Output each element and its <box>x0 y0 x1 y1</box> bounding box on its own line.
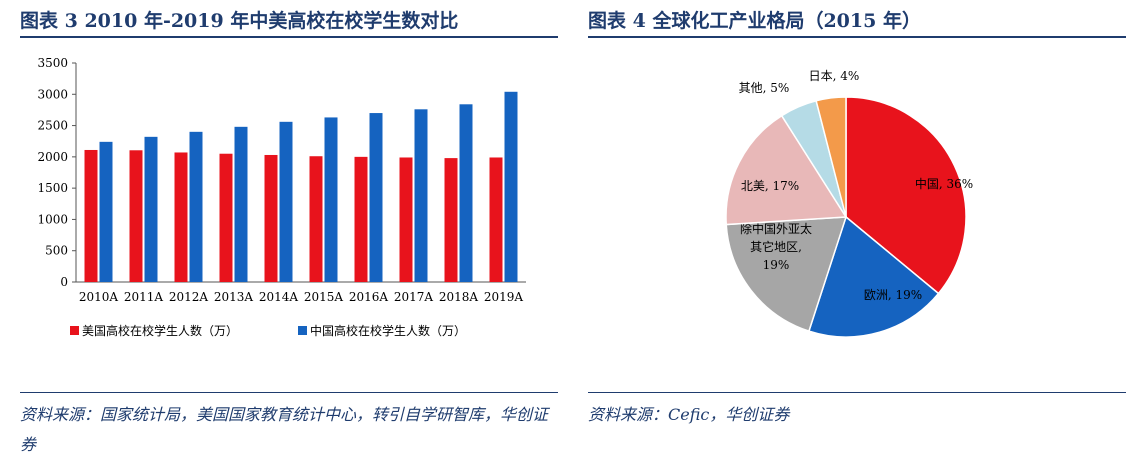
bar-us-2010A <box>84 149 98 282</box>
bar-china-2019A <box>504 91 518 282</box>
x-tick-label: 2011A <box>124 290 164 304</box>
legend-label-china: 中国高校在校学生人数（万） <box>310 323 466 338</box>
figure-4-source: 资料来源：Cefic，华创证券 <box>588 405 790 424</box>
x-tick-label: 2019A <box>484 290 524 304</box>
bar-us-2018A <box>444 158 458 282</box>
legend-swatch-china <box>298 326 307 335</box>
bar-china-2015A <box>324 117 338 283</box>
bar-china-2014A <box>279 121 293 283</box>
pie-label-5: 日本, 4% <box>809 69 860 83</box>
pie-slice-0 <box>845 96 967 295</box>
bar-china-2016A <box>369 113 383 282</box>
bar-us-2014A <box>264 154 278 282</box>
x-tick-label: 2016A <box>349 290 389 304</box>
bar-us-2011A <box>129 150 143 282</box>
figure-3-source-rule <box>20 392 558 393</box>
bar-us-2012A <box>174 152 188 282</box>
pie-label-3: 北美, 17% <box>741 179 799 193</box>
figure-3-title: 图表 3 2010 年-2019 年中美高校在校学生数对比 <box>20 10 459 32</box>
figure-4-title: 图表 4 全球化工产业格局（2015 年） <box>588 10 921 32</box>
y-tick-label: 0 <box>60 275 68 289</box>
pie-label-2: 除中国外亚太其它地区, 19% <box>740 221 812 272</box>
x-tick-label: 2018A <box>439 290 479 304</box>
bar-china-2010A <box>99 141 113 282</box>
pie-slice-5 <box>815 96 847 218</box>
y-tick-label: 1500 <box>37 181 68 195</box>
legend-swatch-us <box>70 326 79 335</box>
figure-3-source: 资料来源：国家统计局，美国国家教育统计中心，转引自学研智库，华创证券 <box>20 405 549 454</box>
x-tick-label: 2014A <box>259 290 299 304</box>
pie-label-1: 欧洲, 19% <box>864 288 922 302</box>
x-tick-label: 2012A <box>169 290 209 304</box>
figure-4-source-rule <box>588 392 1126 393</box>
pie-slice-3 <box>725 114 848 226</box>
x-tick-label: 2017A <box>394 290 434 304</box>
bar-us-2016A <box>354 156 368 282</box>
bar-china-2018A <box>459 104 473 282</box>
bar-us-2017A <box>399 157 413 282</box>
figure-4-panel: 图表 4 全球化工产业格局（2015 年） 中国, 36% 欧洲, 19% 除中国外… <box>588 0 1128 476</box>
y-tick-label: 3000 <box>37 87 68 101</box>
pie-chart: 中国, 36% 欧洲, 19% 除中国外亚太其它地区, 19% 北美, 17% 其他, 5… <box>725 69 973 338</box>
bar-china-2017A <box>414 109 428 282</box>
bar-china-2011A <box>144 136 158 282</box>
bar-china-2012A <box>189 131 203 282</box>
bar-chart: 0 500 1000 1500 2000 2500 3000 3500 2010A 2011A 20… <box>37 56 526 338</box>
pie-slice-2 <box>725 216 848 333</box>
y-tick-label: 2000 <box>37 150 68 164</box>
y-tick-label: 3500 <box>37 56 68 70</box>
figure-4-title-rule <box>588 36 1126 38</box>
figure-3-panel: 图表 3 2010 年-2019 年中美高校在校学生数对比 0 500 1000 15… <box>20 0 560 476</box>
pie-label-4: 其他, 5% <box>739 81 790 95</box>
y-tick-label: 500 <box>45 244 68 258</box>
pie-label-0: 中国, 36% <box>915 176 973 191</box>
bar-us-2015A <box>309 156 323 282</box>
y-tick-label: 2500 <box>37 119 68 133</box>
x-tick-label: 2013A <box>214 290 254 304</box>
x-tick-label: 2015A <box>304 290 344 304</box>
legend-label-us: 美国高校在校学生人数（万） <box>82 323 238 338</box>
pie-slice-1 <box>807 215 940 338</box>
bar-us-2019A <box>489 157 503 282</box>
x-tick-label: 2010A <box>79 290 119 304</box>
y-tick-label: 1000 <box>37 212 68 226</box>
bar-china-2013A <box>234 126 248 282</box>
figure-3-title-rule <box>20 36 558 38</box>
bar-us-2013A <box>219 153 233 282</box>
